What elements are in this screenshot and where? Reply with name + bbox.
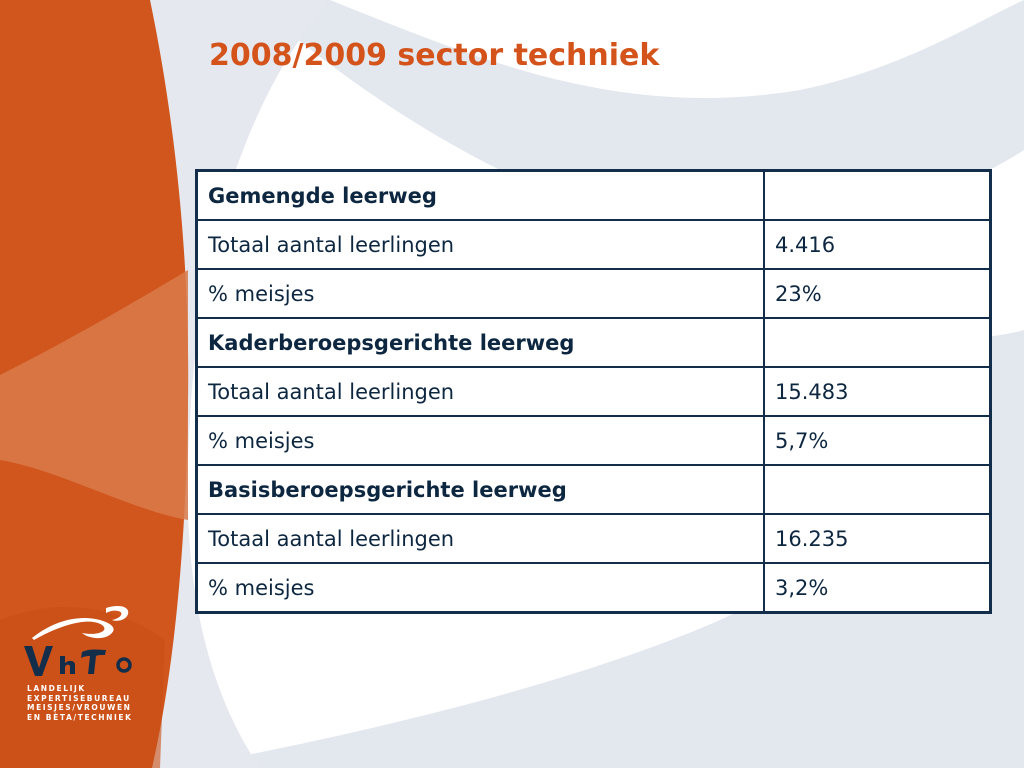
table-row-section: Kaderberoepsgerichte leerweg bbox=[195, 317, 992, 368]
orange-band-wave bbox=[0, 270, 188, 520]
table-cell-label: Totaal aantal leerlingen bbox=[195, 219, 765, 270]
table-cell-value: 3,2% bbox=[763, 562, 992, 614]
logo-tagline-line: EXPERTISEBUREAU bbox=[27, 693, 131, 703]
logo-letter-o bbox=[116, 657, 132, 673]
table-cell-value: 23% bbox=[763, 268, 992, 319]
table-cell-label: Totaal aantal leerlingen bbox=[195, 366, 765, 417]
logo-letter-h bbox=[60, 656, 75, 674]
table-cell-label: % meisjes bbox=[195, 268, 765, 319]
table-cell-value bbox=[763, 169, 992, 221]
table-cell-label: Kaderberoepsgerichte leerweg bbox=[195, 317, 765, 368]
table-cell-label: Totaal aantal leerlingen bbox=[195, 513, 765, 564]
table-row: % meisjes 5,7% bbox=[195, 415, 992, 466]
table-cell-label: % meisjes bbox=[195, 415, 765, 466]
logo-tagline-line: LANDELIJK bbox=[27, 684, 86, 693]
table-cell-value bbox=[763, 464, 992, 515]
table-row: Totaal aantal leerlingen 4.416 bbox=[195, 219, 992, 270]
table-row-section: Gemengde leerweg bbox=[195, 169, 992, 221]
table-cell-value: 4.416 bbox=[763, 219, 992, 270]
orange-band-shade bbox=[0, 606, 165, 768]
table-cell-label: Gemengde leerweg bbox=[195, 169, 765, 221]
logo-letter-v bbox=[24, 646, 53, 676]
logo-letter-t bbox=[81, 649, 106, 674]
table-cell-value bbox=[763, 317, 992, 368]
logo-swoosh-icon bbox=[106, 606, 129, 621]
table-cell-value: 5,7% bbox=[763, 415, 992, 466]
vhto-logo bbox=[24, 606, 132, 676]
table-cell-label: % meisjes bbox=[195, 562, 765, 614]
table-row: Totaal aantal leerlingen 15.483 bbox=[195, 366, 992, 417]
logo-tagline-line: MEISJES/VROUWEN bbox=[27, 703, 132, 712]
table-row-section: Basisberoepsgerichte leerweg bbox=[195, 464, 992, 515]
table-cell-label: Basisberoepsgerichte leerweg bbox=[195, 464, 765, 515]
table-cell-value: 15.483 bbox=[763, 366, 992, 417]
logo-swoosh-icon bbox=[32, 618, 114, 640]
logo-tagline: LANDELIJK EXPERTISEBUREAU MEISJES/VROUWE… bbox=[27, 684, 133, 722]
logo-tagline-line: EN BÈTA/TECHNIEK bbox=[27, 712, 133, 722]
slide-title: 2008/2009 sector techniek bbox=[209, 38, 660, 73]
table-row: % meisjes 3,2% bbox=[195, 562, 992, 614]
statistics-table: Gemengde leerweg Totaal aantal leerlinge… bbox=[195, 169, 992, 614]
table-row: Totaal aantal leerlingen 16.235 bbox=[195, 513, 992, 564]
table-cell-value: 16.235 bbox=[763, 513, 992, 564]
table-row: % meisjes 23% bbox=[195, 268, 992, 319]
background-swirl bbox=[250, 0, 1024, 226]
